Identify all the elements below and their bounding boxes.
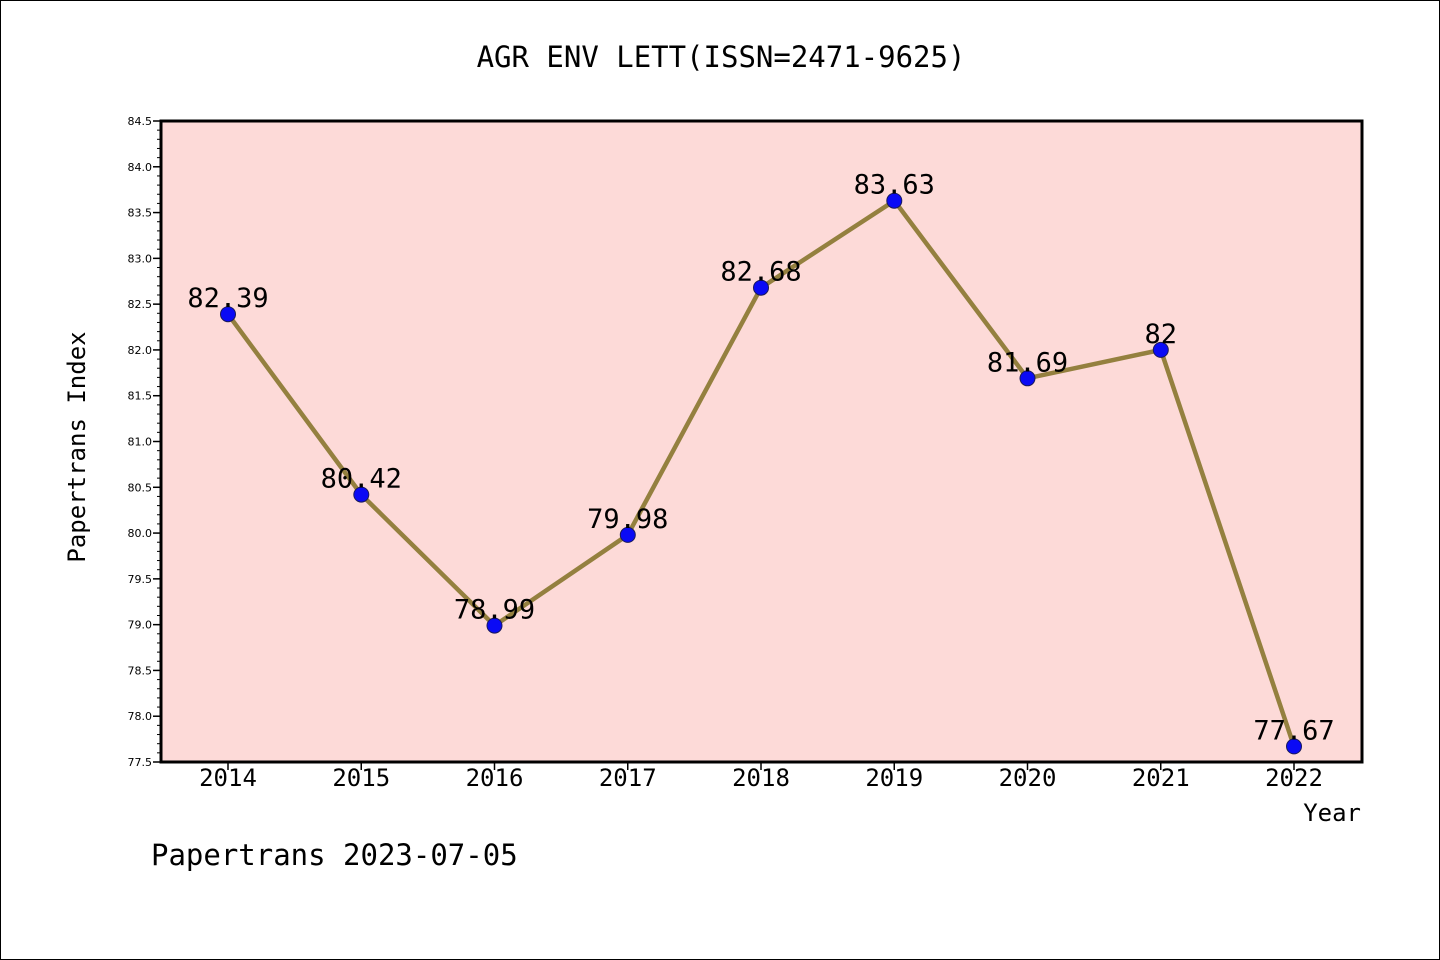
x-tick-label: 2017 xyxy=(599,764,657,792)
plot-area xyxy=(161,121,1362,762)
data-label-2016: 78.99 xyxy=(454,595,535,626)
x-tick-label: 2021 xyxy=(1132,764,1190,792)
y-tick-label: 82.0 xyxy=(128,344,153,357)
y-tick-label: 78.5 xyxy=(128,664,153,677)
data-point-2015 xyxy=(353,486,370,503)
y-tick-label: 81.5 xyxy=(128,390,153,403)
x-tick-label: 2014 xyxy=(199,764,257,792)
data-point-2019 xyxy=(886,192,903,209)
x-tick-label: 2019 xyxy=(865,764,923,792)
x-axis-label: Year xyxy=(1303,799,1361,827)
data-label-2020: 81.69 xyxy=(987,347,1068,378)
y-axis-label: Papertrans Index xyxy=(63,331,91,562)
y-tick-label: 77.5 xyxy=(128,756,153,769)
y-tick-label: 84.5 xyxy=(128,115,153,128)
y-tick-label: 78.0 xyxy=(128,710,153,723)
data-point-2017 xyxy=(619,526,636,543)
y-tick-label: 84.0 xyxy=(128,161,153,174)
chart-title: AGR ENV LETT(ISSN=2471-9625) xyxy=(477,40,966,74)
y-tick-label: 79.0 xyxy=(128,619,153,632)
y-tick-label: 83.0 xyxy=(128,252,153,265)
data-labels: 82.39 80.42 78.99 79.98 82.68 83.63 81.69 82 77.… xyxy=(187,170,1334,747)
data-label-2022: 77.67 xyxy=(1253,715,1334,746)
data-point-2018 xyxy=(753,279,769,296)
data-point-2021 xyxy=(1152,341,1169,358)
data-label-2019: 83.63 xyxy=(854,170,935,201)
y-axis: 77.5 78.0 78.5 79.0 79.5 80.0 80.5 81.0 81.5 82.0… xyxy=(128,115,161,769)
y-tick-label: 79.5 xyxy=(128,573,153,586)
data-label-2014: 82.39 xyxy=(187,283,268,314)
y-tick-label: 80.0 xyxy=(128,527,153,540)
y-tick-label: 82.5 xyxy=(128,298,153,311)
footer-stamp: Papertrans 2023-07-05 xyxy=(151,838,518,872)
data-label-2021: 82 xyxy=(1145,319,1178,350)
x-tick-label: 2022 xyxy=(1265,764,1323,792)
data-point-2014 xyxy=(220,306,236,323)
y-tick-label: 80.5 xyxy=(128,481,153,494)
data-points xyxy=(220,192,1302,755)
data-point-2016 xyxy=(486,617,503,634)
x-axis: 2014 2015 2016 2017 2018 2019 2020 2021 2022 xyxy=(199,762,1323,792)
data-label-2015: 80.42 xyxy=(321,464,402,495)
data-label-2018: 82.68 xyxy=(720,257,801,288)
x-tick-label: 2015 xyxy=(332,764,390,792)
plot-frame xyxy=(159,119,1364,764)
data-label-2017: 79.98 xyxy=(587,504,668,535)
y-tick-label: 83.5 xyxy=(128,207,153,220)
x-tick-label: 2018 xyxy=(732,764,790,792)
data-point-2020 xyxy=(1019,370,1036,387)
y-tick-label: 81.0 xyxy=(128,436,153,449)
data-point-2022 xyxy=(1286,738,1302,755)
x-tick-label: 2016 xyxy=(466,764,524,792)
x-tick-label: 2020 xyxy=(999,764,1057,792)
